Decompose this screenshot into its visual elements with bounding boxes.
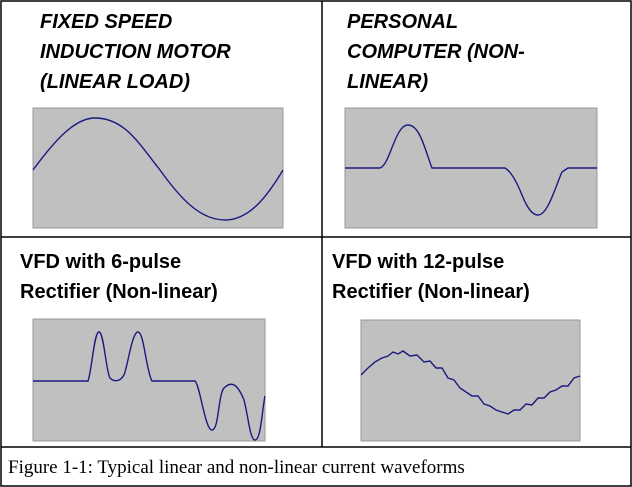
panel-title: FIXED SPEED bbox=[40, 11, 172, 33]
waveform bbox=[33, 331, 266, 441]
panel-title: Rectifier (Non-linear) bbox=[20, 281, 218, 303]
waveform bbox=[360, 350, 581, 415]
panel-title: COMPUTER (NON- bbox=[347, 41, 525, 63]
panel-title: (LINEAR LOAD) bbox=[40, 71, 190, 93]
panel-title: PERSONAL bbox=[347, 11, 458, 33]
panel-title: VFD with 12-pulse bbox=[332, 251, 504, 273]
panel-title: INDUCTION MOTOR bbox=[40, 41, 231, 63]
caption: Figure 1-1: Typical linear and non-linea… bbox=[8, 457, 465, 478]
waveform-box bbox=[32, 318, 266, 442]
panel-title: VFD with 6-pulse bbox=[20, 251, 181, 273]
waveform bbox=[32, 117, 284, 221]
panel-title: Rectifier (Non-linear) bbox=[332, 281, 530, 303]
panel-title: LINEAR) bbox=[347, 71, 428, 93]
waveform bbox=[345, 124, 597, 216]
waveform-box bbox=[360, 319, 581, 442]
